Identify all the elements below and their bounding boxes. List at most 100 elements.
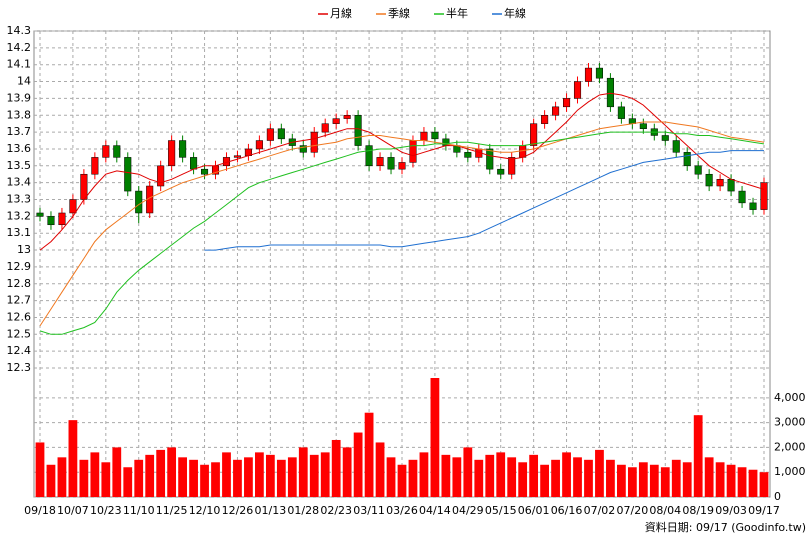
volume-bar [715,462,725,497]
y-tick-label: 13.4 [7,176,32,189]
y-tick-label: 1,000 [774,465,806,478]
volume-bar [408,459,418,497]
x-tick-label: 04/29 [452,504,484,517]
volume-bar [551,459,560,497]
candle-body [332,118,340,124]
candle-body [409,140,417,163]
volume-bar [441,454,451,497]
x-tick-label: 12/10 [189,504,221,517]
volume-bar [134,459,144,497]
volume-bar [276,459,286,497]
candle-body [376,157,384,167]
candle-body [595,67,603,79]
y-tick-label: 12.6 [7,310,32,323]
candle-body [584,67,593,82]
candle-body [113,145,121,158]
volume-bar [419,452,429,497]
volume-bar [244,457,253,497]
volume-bar [298,447,308,497]
volume-bar [726,464,736,497]
candle-body [343,115,351,119]
volume-bar [584,459,593,497]
y-tick-label: 12.8 [7,277,32,290]
candle-body [486,148,494,170]
candle-body [124,157,132,192]
candle-body [464,152,472,158]
volume-bar [156,449,166,497]
volume-bar [178,457,187,497]
x-tick-label: 09/17 [748,504,780,517]
candle-body [233,155,241,158]
volume-bar [320,452,330,497]
candle-body [541,115,549,124]
candle-body [69,199,77,214]
x-tick-label: 12/26 [222,504,254,517]
volume-bar [167,447,177,497]
candle-body [387,157,395,170]
candle-body [760,182,768,210]
y-tick-label: 13.5 [7,159,32,172]
candle-body [135,190,143,214]
y-tick-label: 3,000 [774,416,806,429]
volume-bar [386,457,396,497]
volume-bar [682,462,692,497]
candle-body [705,173,713,187]
x-tick-label: 10/07 [57,504,89,517]
candle-body [179,140,187,158]
volume-bar [562,452,571,497]
volume-bar [737,467,747,497]
x-tick-label: 01/13 [255,504,287,517]
x-tick-label: 09/03 [715,504,747,517]
y-tick-label: 13.9 [7,91,32,104]
candle-body [639,123,647,129]
candle-body [190,157,198,170]
x-tick-label: 07/20 [617,504,649,517]
volume-bar [200,464,209,497]
candle-body [431,131,439,140]
volume-bar [364,412,374,497]
ma-line [204,150,764,251]
volume-bar [331,439,341,497]
volume-bar [222,452,231,497]
legend-label: 半年 [446,6,468,20]
candle-body [201,168,209,175]
volume-bar [606,459,615,497]
footnote: 資料日期: 09/17 (Goodinfo.tw) [645,520,806,534]
volume-bar [397,464,407,497]
volume-bar [649,464,659,497]
volume-bar [342,447,352,497]
x-tick-label: 06/01 [518,504,550,517]
candle-body [266,128,274,141]
y-tick-label: 13.8 [7,108,32,121]
volume-bar [529,454,539,497]
volume-bar [287,457,297,497]
candle-body [683,152,691,167]
volume-bar [90,452,100,497]
candle-body [563,98,571,108]
x-tick-label: 03/11 [353,504,385,517]
volume-bar [518,462,528,497]
y-tick-label: 14.2 [7,41,32,54]
y-tick-label: 13 [17,243,31,256]
candle-body [80,173,88,200]
y-tick-label: 13.2 [7,209,32,222]
volume-bar [309,454,319,497]
x-tick-label: 06/16 [551,504,583,517]
volume-bar [452,457,462,497]
volume-bar [57,457,67,497]
volume-bar [255,452,264,497]
y-tick-label: 13.7 [7,125,32,138]
candle-body [420,131,428,141]
y-tick-label: 0 [774,490,781,503]
volume-bar [189,459,198,497]
legend-label: 季線 [388,6,410,20]
candle-body [58,212,66,226]
candle-body [398,162,406,170]
volume-bar [496,452,506,497]
volume-bar [485,454,495,497]
y-tick-label: 14 [17,75,31,88]
candle-body [716,179,724,187]
volume-bar [638,462,648,497]
y-tick-label: 12.5 [7,327,32,340]
